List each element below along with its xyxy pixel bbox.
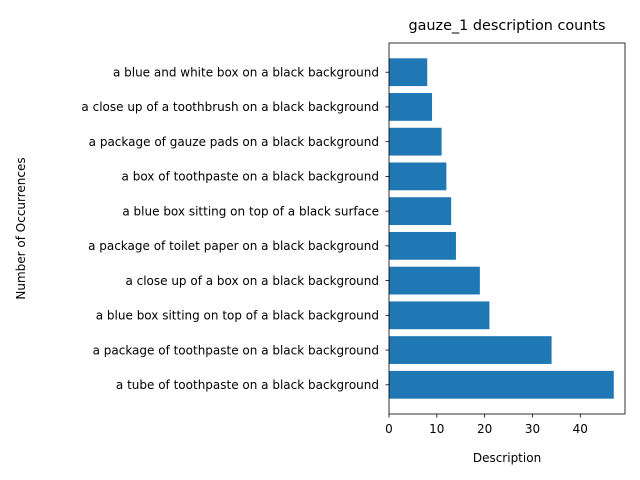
bar — [389, 370, 614, 399]
y-tick-label: a blue and white box on a black backgrou… — [113, 66, 379, 80]
x-tick-label: 0 — [385, 422, 393, 436]
x-tick-label: 40 — [573, 422, 588, 436]
plot-frame — [388, 42, 626, 415]
y-axis-ticks: a tube of toothpaste on a black backgrou… — [81, 66, 389, 392]
x-tick-label: 10 — [429, 422, 444, 436]
bar — [389, 93, 433, 121]
bar — [389, 58, 428, 87]
y-tick-label: a tube of toothpaste on a black backgrou… — [116, 378, 379, 392]
y-tick-label: a blue box sitting on top of a black bac… — [96, 309, 379, 323]
bar — [389, 162, 447, 191]
chart-title: gauze_1 description counts — [408, 18, 605, 34]
y-tick-label: a package of gauze pads on a black backg… — [89, 135, 379, 149]
x-axis-label: Description — [473, 451, 541, 465]
bar — [389, 127, 442, 156]
bar — [389, 266, 480, 295]
bar — [389, 301, 490, 330]
bar — [389, 336, 552, 364]
x-tick-label: 30 — [525, 422, 540, 436]
y-tick-label: a close up of a toothbrush on a black ba… — [81, 100, 379, 114]
bar — [389, 231, 456, 260]
x-tick-label: 20 — [477, 422, 492, 436]
y-tick-label: a blue box sitting on top of a black sur… — [122, 204, 379, 218]
bars-group — [389, 58, 614, 399]
y-tick-label: a package of toilet paper on a black bac… — [88, 239, 379, 253]
x-axis-ticks: 0 10 20 30 40 — [385, 414, 588, 436]
bar — [389, 197, 452, 226]
y-tick-label: a close up of a box on a black backgroun… — [125, 274, 379, 288]
y-tick-label: a box of toothpaste on a black backgroun… — [122, 170, 379, 184]
y-axis-label: Number of Occurrences — [14, 157, 28, 299]
y-tick-label: a package of toothpaste on a black backg… — [93, 343, 379, 357]
